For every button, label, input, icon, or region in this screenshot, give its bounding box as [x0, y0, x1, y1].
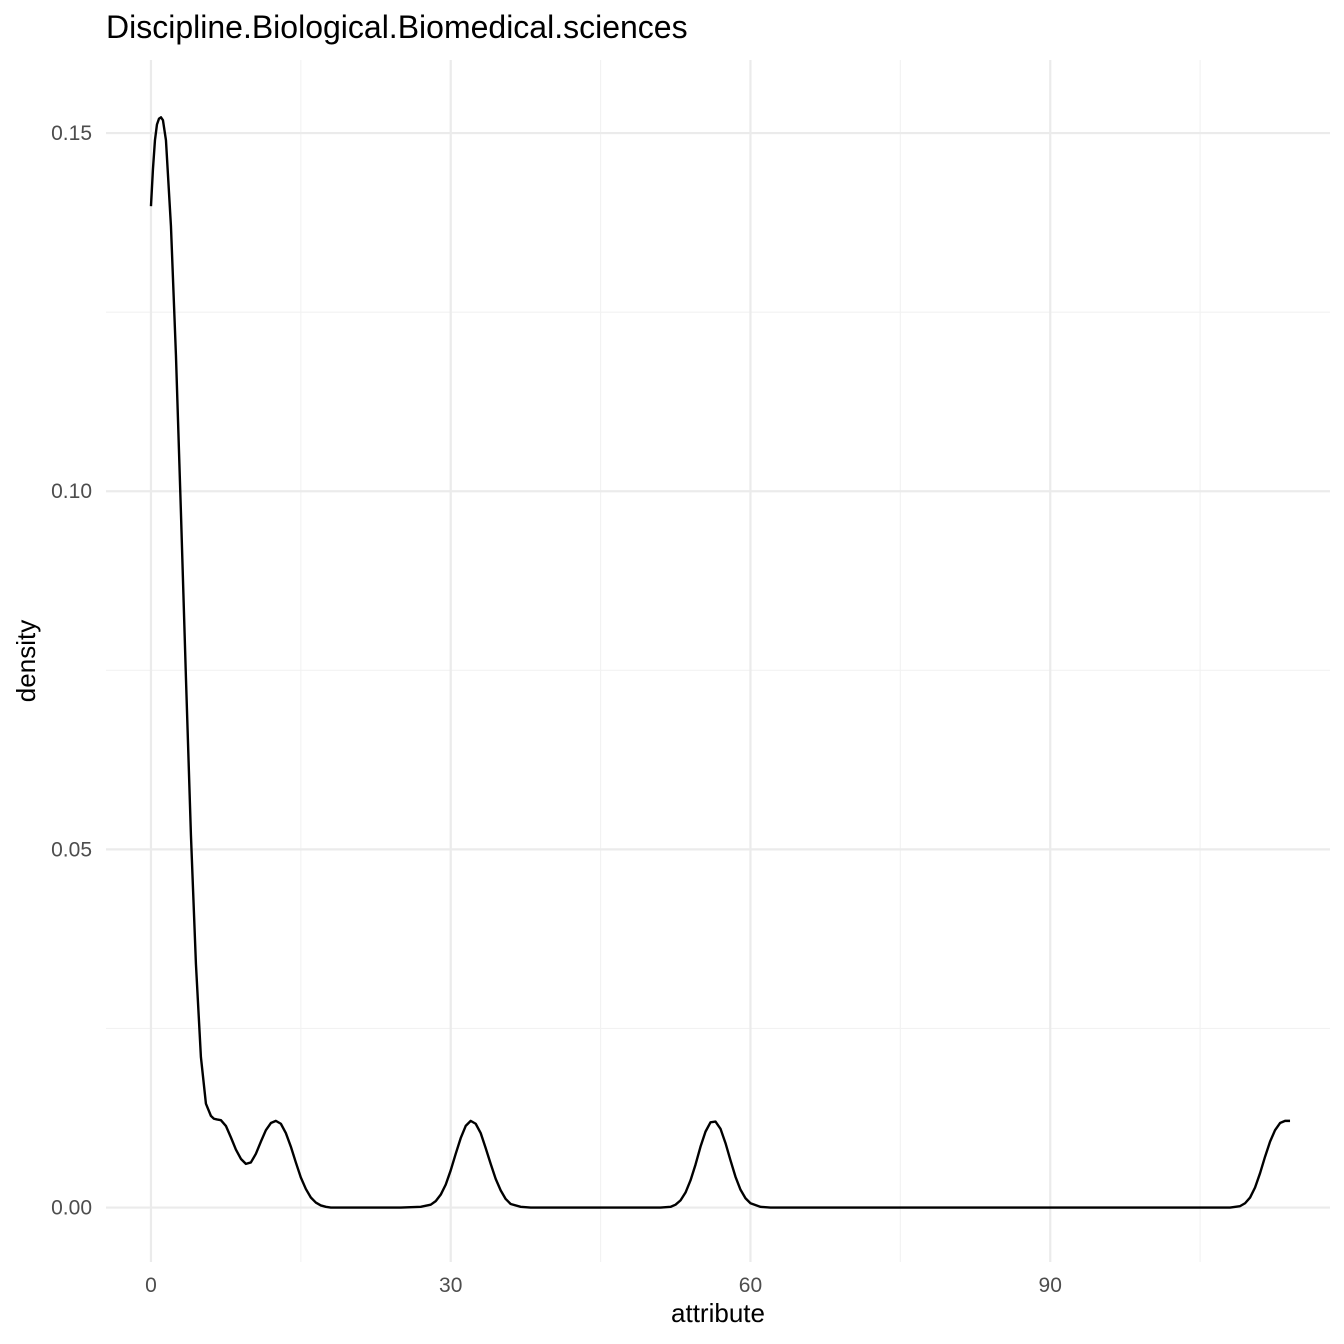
chart-title: Discipline.Biological.Biomedical.science… [106, 9, 688, 45]
y-tick-label: 0.00 [51, 1197, 92, 1220]
y-axis-title: density [11, 620, 41, 702]
density-line [149, 116, 1291, 1209]
x-axis-ticks: 0 30 60 90 [145, 1274, 1062, 1297]
y-tick-label: 0.10 [51, 480, 92, 503]
density-series [149, 116, 1291, 1209]
y-tick-label: 0.15 [51, 122, 92, 145]
y-tick-label: 0.05 [51, 838, 92, 861]
x-tick-label: 0 [145, 1274, 157, 1297]
x-tick-label: 90 [1039, 1274, 1062, 1297]
y-axis-ticks: 0.00 0.05 0.10 0.15 [51, 122, 92, 1219]
x-tick-label: 60 [739, 1274, 762, 1297]
grid [106, 60, 1330, 1262]
x-tick-label: 30 [439, 1274, 462, 1297]
x-axis-title: attribute [671, 1298, 765, 1328]
